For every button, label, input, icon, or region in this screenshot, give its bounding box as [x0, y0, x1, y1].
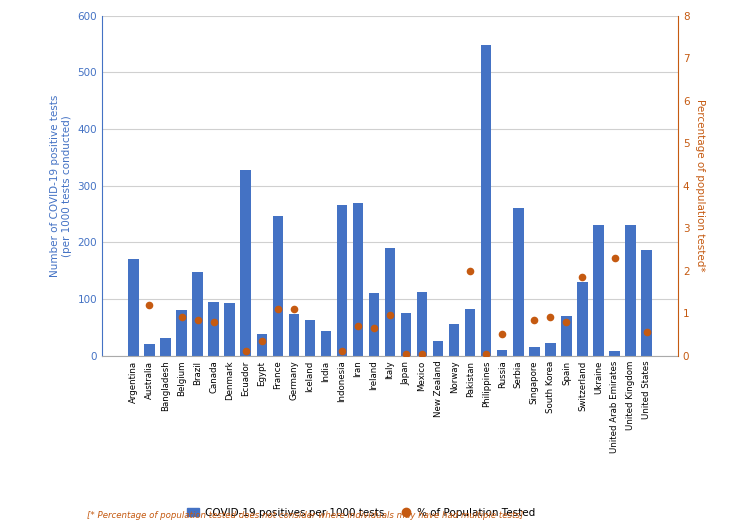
Bar	[481, 45, 491, 356]
Bar	[128, 259, 139, 356]
Bar	[305, 320, 315, 356]
Bar	[289, 314, 299, 356]
Bar	[561, 316, 572, 356]
Y-axis label: Percentage of population tested*: Percentage of population tested*	[695, 99, 705, 272]
Bar	[593, 225, 604, 356]
Bar	[577, 282, 588, 356]
Bar	[160, 337, 171, 356]
Legend: COVID-19 positives per 1000 tests, % of Population Tested: COVID-19 positives per 1000 tests, % of …	[183, 504, 539, 522]
Bar	[417, 292, 427, 356]
Bar	[353, 203, 363, 356]
Bar	[273, 215, 283, 356]
Bar	[625, 225, 636, 356]
Bar	[401, 313, 411, 356]
Bar	[529, 347, 539, 356]
Bar	[465, 309, 475, 356]
Bar	[513, 208, 523, 356]
Bar	[321, 331, 331, 356]
Bar	[369, 293, 379, 356]
Bar	[176, 310, 187, 356]
Bar	[433, 342, 443, 356]
Bar	[642, 249, 652, 356]
Bar	[144, 344, 155, 356]
Bar	[208, 302, 219, 356]
Bar	[545, 343, 555, 356]
Bar	[449, 324, 459, 356]
Bar	[241, 170, 251, 356]
Bar	[609, 351, 620, 356]
Bar	[385, 248, 395, 356]
Bar	[257, 334, 267, 356]
Bar	[225, 303, 235, 356]
Bar	[497, 350, 507, 356]
Bar	[337, 206, 347, 356]
Y-axis label: Number of COVID-19 positive tests
(per 1000 tests conducted): Number of COVID-19 positive tests (per 1…	[50, 95, 72, 277]
Bar	[192, 272, 203, 356]
Text: [* Percentage of population tested does not consider where individuals may have : [* Percentage of population tested does …	[87, 511, 523, 520]
